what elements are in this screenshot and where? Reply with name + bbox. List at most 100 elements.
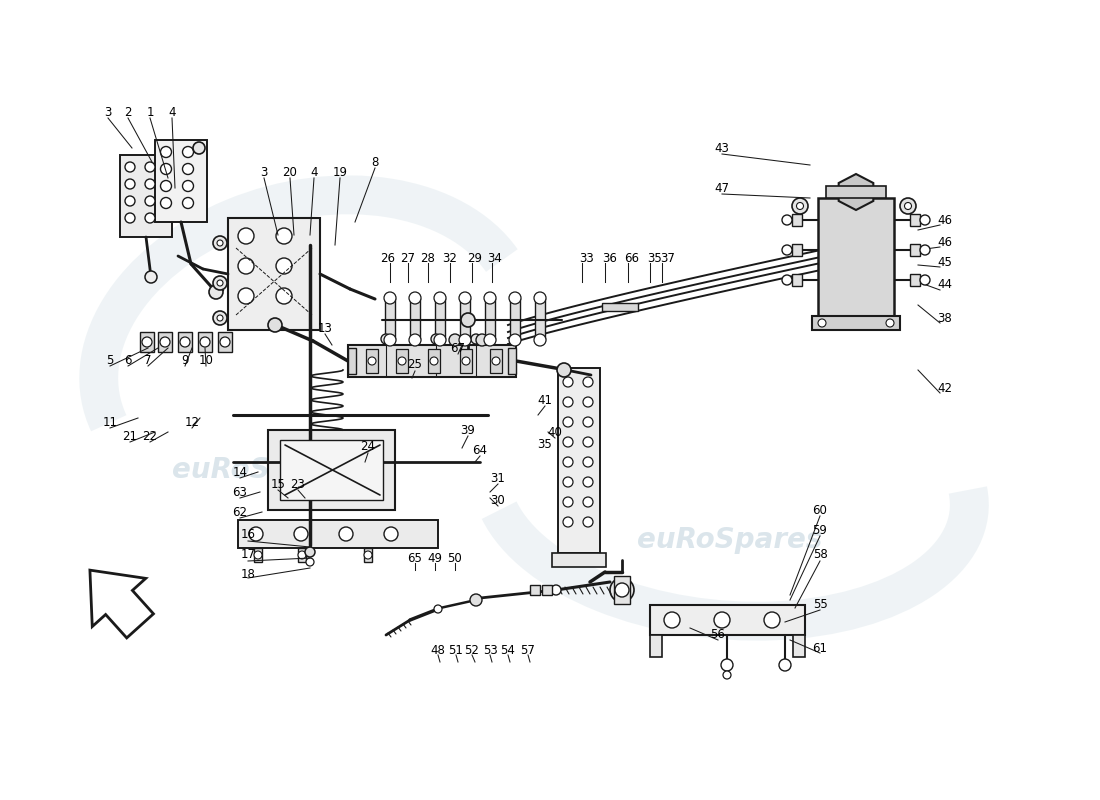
Text: 39: 39 bbox=[461, 423, 475, 437]
Circle shape bbox=[792, 198, 808, 214]
Bar bbox=[298, 548, 306, 562]
Text: 65: 65 bbox=[408, 551, 422, 565]
Bar bbox=[552, 553, 606, 567]
Circle shape bbox=[142, 337, 152, 347]
Text: 7: 7 bbox=[144, 354, 152, 366]
Bar bbox=[155, 140, 207, 222]
Text: 51: 51 bbox=[449, 643, 463, 657]
Text: 41: 41 bbox=[538, 394, 552, 406]
Circle shape bbox=[276, 288, 292, 304]
Text: 18: 18 bbox=[241, 569, 255, 582]
Circle shape bbox=[509, 334, 521, 346]
Text: 64: 64 bbox=[473, 443, 487, 457]
Text: 43: 43 bbox=[715, 142, 729, 154]
Circle shape bbox=[161, 163, 172, 174]
Bar bbox=[535, 298, 544, 340]
Circle shape bbox=[161, 198, 172, 209]
Circle shape bbox=[180, 337, 190, 347]
Circle shape bbox=[217, 315, 223, 321]
Bar bbox=[140, 332, 154, 352]
Circle shape bbox=[434, 605, 442, 613]
Circle shape bbox=[238, 288, 254, 304]
Text: 36: 36 bbox=[603, 251, 617, 265]
Text: 66: 66 bbox=[625, 251, 639, 265]
Bar bbox=[614, 576, 630, 604]
Text: 52: 52 bbox=[464, 643, 480, 657]
Bar bbox=[218, 332, 232, 352]
Circle shape bbox=[534, 292, 546, 304]
Circle shape bbox=[563, 477, 573, 487]
Bar bbox=[158, 332, 172, 352]
Circle shape bbox=[449, 334, 461, 346]
Circle shape bbox=[161, 181, 172, 191]
Circle shape bbox=[125, 213, 135, 223]
Text: 37: 37 bbox=[661, 251, 675, 265]
Circle shape bbox=[298, 551, 306, 559]
Text: euRoSpares: euRoSpares bbox=[173, 456, 358, 484]
Text: 38: 38 bbox=[937, 311, 953, 325]
Bar bbox=[910, 214, 920, 226]
Circle shape bbox=[384, 334, 396, 346]
Polygon shape bbox=[838, 174, 873, 210]
Text: 67: 67 bbox=[451, 342, 465, 354]
Bar bbox=[178, 332, 192, 352]
Circle shape bbox=[381, 334, 390, 344]
Bar bbox=[792, 214, 802, 226]
Bar bbox=[120, 155, 172, 237]
Circle shape bbox=[583, 497, 593, 507]
Circle shape bbox=[459, 292, 471, 304]
Bar bbox=[348, 345, 516, 377]
Text: 55: 55 bbox=[813, 598, 827, 611]
Circle shape bbox=[409, 334, 421, 346]
Circle shape bbox=[583, 477, 593, 487]
Bar bbox=[385, 298, 395, 340]
Circle shape bbox=[192, 142, 205, 154]
Text: 8: 8 bbox=[372, 155, 378, 169]
Text: 24: 24 bbox=[361, 441, 375, 454]
Bar bbox=[254, 548, 262, 562]
Circle shape bbox=[617, 585, 627, 595]
Bar bbox=[530, 585, 540, 595]
Text: 4: 4 bbox=[310, 166, 318, 178]
Circle shape bbox=[125, 196, 135, 206]
Circle shape bbox=[782, 215, 792, 225]
Bar bbox=[650, 605, 805, 635]
Bar bbox=[542, 585, 552, 595]
Circle shape bbox=[276, 258, 292, 274]
Circle shape bbox=[238, 258, 254, 274]
Bar bbox=[510, 298, 520, 340]
Text: 61: 61 bbox=[813, 642, 827, 654]
Text: 49: 49 bbox=[428, 551, 442, 565]
Text: 60: 60 bbox=[813, 503, 827, 517]
Text: 12: 12 bbox=[185, 415, 199, 429]
Polygon shape bbox=[268, 430, 395, 510]
Circle shape bbox=[434, 292, 446, 304]
Circle shape bbox=[583, 377, 593, 387]
Text: 57: 57 bbox=[520, 643, 536, 657]
Circle shape bbox=[900, 198, 916, 214]
Circle shape bbox=[782, 245, 792, 255]
Bar bbox=[793, 635, 805, 657]
Circle shape bbox=[213, 311, 227, 325]
Text: euRoSpares: euRoSpares bbox=[637, 526, 823, 554]
Text: 10: 10 bbox=[199, 354, 213, 366]
Text: 1: 1 bbox=[146, 106, 154, 118]
Text: 27: 27 bbox=[400, 251, 416, 265]
Circle shape bbox=[145, 213, 155, 223]
Text: 2: 2 bbox=[124, 106, 132, 118]
Circle shape bbox=[268, 318, 282, 332]
Circle shape bbox=[213, 276, 227, 290]
Circle shape bbox=[430, 357, 438, 365]
Bar bbox=[410, 298, 420, 340]
Circle shape bbox=[583, 457, 593, 467]
Circle shape bbox=[364, 551, 372, 559]
Circle shape bbox=[484, 292, 496, 304]
Text: 21: 21 bbox=[122, 430, 138, 443]
Circle shape bbox=[183, 163, 194, 174]
Circle shape bbox=[409, 292, 421, 304]
Circle shape bbox=[145, 271, 157, 283]
Bar bbox=[792, 274, 802, 286]
Text: 56: 56 bbox=[711, 629, 725, 642]
Circle shape bbox=[557, 363, 571, 377]
Bar bbox=[792, 244, 802, 256]
